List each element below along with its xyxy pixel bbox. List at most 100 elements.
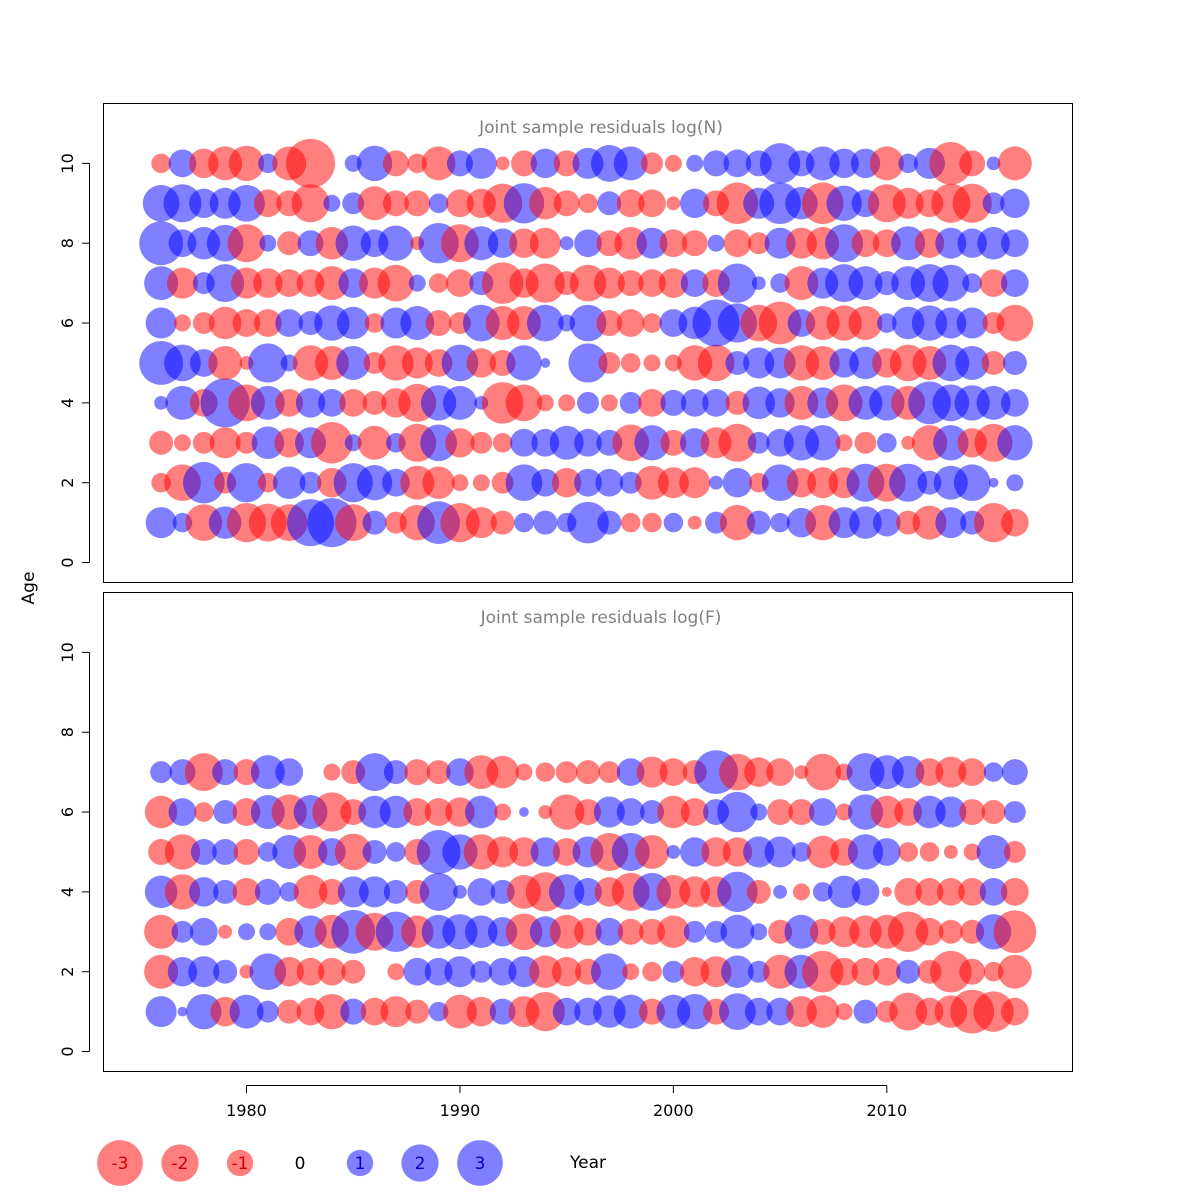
residual-point bbox=[996, 304, 1034, 342]
residual-point bbox=[465, 147, 497, 179]
residual-point bbox=[664, 154, 682, 172]
residual-point bbox=[314, 993, 350, 1030]
residual-point bbox=[870, 795, 904, 829]
residual-point bbox=[830, 957, 858, 986]
residual-point bbox=[144, 795, 178, 829]
x-tick-label: 2010 bbox=[866, 1101, 907, 1120]
residual-point bbox=[956, 307, 988, 339]
residual-point bbox=[1003, 840, 1026, 863]
y-tick-label: 6 bbox=[58, 807, 77, 817]
residual-point bbox=[680, 798, 709, 826]
residual-point bbox=[1001, 508, 1029, 537]
residual-point bbox=[659, 229, 688, 258]
residual-point bbox=[189, 877, 219, 907]
residual-point bbox=[559, 236, 574, 251]
residual-point bbox=[976, 385, 1011, 420]
residual-point bbox=[642, 512, 662, 533]
residual-point bbox=[553, 190, 580, 217]
residual-point bbox=[812, 882, 833, 902]
residual-point bbox=[387, 963, 405, 981]
residual-point bbox=[296, 957, 325, 986]
residual-point bbox=[973, 991, 1014, 1032]
residual-point bbox=[208, 306, 242, 340]
residual-point bbox=[404, 190, 431, 217]
residual-point bbox=[253, 309, 282, 337]
residual-point bbox=[719, 753, 756, 791]
y-tick-label: 6 bbox=[58, 318, 77, 328]
residual-point bbox=[575, 760, 601, 785]
residual-point bbox=[807, 467, 839, 499]
residual-point bbox=[913, 795, 946, 829]
residual-point bbox=[746, 879, 771, 904]
residual-point bbox=[465, 795, 498, 829]
residual-point bbox=[933, 425, 969, 461]
residual-point bbox=[872, 508, 901, 537]
residual-point bbox=[597, 191, 622, 216]
residual-point bbox=[425, 310, 452, 337]
residual-point bbox=[742, 386, 776, 420]
residual-point bbox=[164, 834, 201, 870]
residual-point bbox=[505, 384, 543, 422]
residual-point bbox=[403, 957, 432, 986]
residual-point bbox=[453, 884, 467, 899]
residual-point bbox=[529, 955, 562, 988]
residual-point bbox=[401, 347, 433, 379]
residual-point bbox=[616, 189, 645, 218]
residual-point bbox=[574, 229, 602, 258]
residual-point bbox=[470, 431, 493, 454]
residual-point bbox=[164, 344, 201, 382]
legend-label: -2 bbox=[172, 1154, 189, 1174]
residual-point bbox=[764, 227, 796, 259]
residual-point bbox=[979, 269, 1008, 297]
residual-point bbox=[337, 876, 369, 908]
residual-point bbox=[894, 878, 923, 906]
residual-point bbox=[145, 307, 177, 339]
residual-point bbox=[486, 755, 519, 789]
residual-point bbox=[258, 472, 278, 493]
residual-point bbox=[958, 758, 987, 786]
legend-bubble bbox=[161, 1144, 199, 1182]
residual-point bbox=[189, 917, 218, 946]
residual-point bbox=[719, 993, 756, 1030]
residual-point bbox=[549, 914, 584, 949]
residual-point bbox=[681, 230, 708, 257]
residual-point bbox=[657, 915, 690, 949]
residual-point bbox=[915, 917, 944, 946]
residual-point bbox=[963, 843, 981, 861]
legend-label: 0 bbox=[295, 1154, 306, 1174]
residual-point bbox=[805, 425, 841, 461]
residual-point bbox=[154, 395, 169, 410]
residual-point bbox=[658, 268, 689, 298]
residual-point bbox=[851, 878, 880, 906]
residual-point bbox=[184, 753, 223, 792]
residual-point bbox=[421, 146, 456, 181]
residual-point bbox=[997, 425, 1033, 461]
residual-point bbox=[743, 836, 775, 868]
residual-point bbox=[935, 507, 967, 539]
residual-point bbox=[616, 309, 645, 337]
residual-point bbox=[139, 221, 184, 266]
residual-point bbox=[808, 798, 837, 826]
residual-point bbox=[183, 461, 225, 504]
residual-point bbox=[578, 193, 598, 214]
residual-point bbox=[275, 269, 304, 297]
residual-point bbox=[887, 911, 929, 953]
residual-point bbox=[915, 758, 944, 786]
residual-point bbox=[770, 273, 790, 293]
residual-point bbox=[408, 274, 426, 292]
panel-1-frame bbox=[103, 103, 1073, 583]
residual-point bbox=[555, 761, 578, 784]
residual-point bbox=[725, 350, 750, 375]
residual-point bbox=[575, 799, 601, 826]
residual-point bbox=[929, 142, 973, 185]
residual-point bbox=[488, 957, 517, 986]
residual-point bbox=[538, 805, 553, 819]
residual-point bbox=[791, 842, 812, 862]
residual-point bbox=[973, 503, 1014, 543]
residual-point bbox=[279, 882, 299, 902]
residual-point bbox=[638, 189, 666, 218]
residual-point bbox=[660, 389, 687, 416]
residual-point bbox=[472, 474, 490, 492]
residual-point bbox=[722, 837, 753, 867]
panel-2-title: Joint sample residuals log(F) bbox=[480, 608, 722, 628]
